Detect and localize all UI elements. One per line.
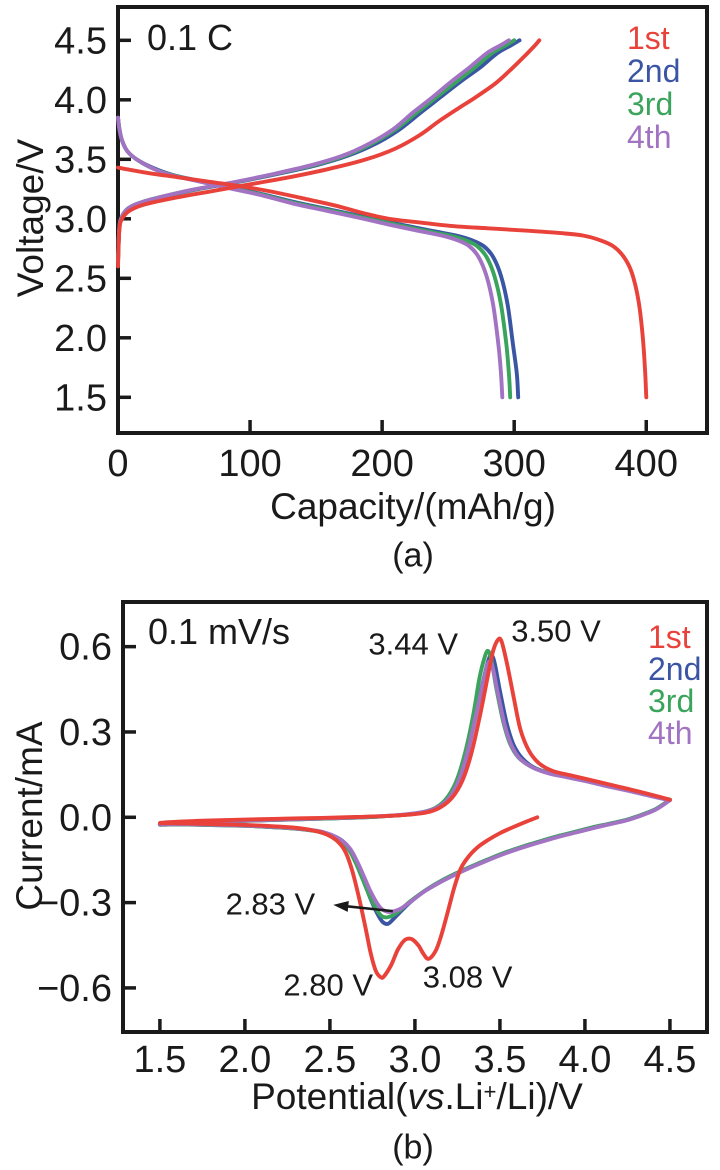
y-axis-label-a: Voltage/V bbox=[10, 138, 51, 298]
x-axis-label-b-pre: Potential( bbox=[251, 1076, 408, 1117]
peak-label: 3.08 V bbox=[423, 960, 513, 995]
series-1st-charge bbox=[116, 38, 542, 269]
legend-item-4th-a: 4th bbox=[627, 119, 672, 155]
x-axis-label-a: Capacity/(mAh/g) bbox=[270, 486, 556, 527]
legend-item-1st-b: 1st bbox=[648, 619, 691, 655]
series-4th-charge bbox=[116, 38, 511, 264]
panel-a-caption: (a) bbox=[392, 536, 434, 575]
panel-b-caption: (b) bbox=[392, 1128, 434, 1167]
legend-item-3rd-b: 3rd bbox=[648, 683, 695, 719]
x-tick-label-b: 3.5 bbox=[474, 1039, 527, 1081]
x-tick-label-b: 1.5 bbox=[133, 1039, 186, 1081]
y-tick-label-a: 2.0 bbox=[54, 318, 107, 360]
series-3rd-discharge bbox=[116, 115, 513, 400]
y-axis-label-b: Current/mA bbox=[9, 721, 50, 911]
x-tick-label-b: 2.0 bbox=[218, 1039, 271, 1081]
legend-item-3rd-a: 3rd bbox=[627, 86, 674, 122]
y-tick-label-a: 4.5 bbox=[54, 20, 107, 62]
x-tick-label-a: 300 bbox=[482, 443, 545, 485]
series-2nd-cycle bbox=[157, 653, 672, 926]
series-1st-cycle bbox=[157, 636, 672, 980]
y-tick-label-b: 0.0 bbox=[59, 797, 112, 839]
x-tick-label-a: 400 bbox=[615, 443, 678, 485]
y-tick-label-a: 3.0 bbox=[54, 199, 107, 241]
legend-item-1st-a: 1st bbox=[627, 20, 670, 56]
legend-item-2nd-a: 2nd bbox=[627, 53, 681, 89]
y-tick-label-a: 4.0 bbox=[54, 80, 107, 122]
x-axis-label-b-post: /Li)/V bbox=[496, 1076, 583, 1117]
x-tick-label-b: 4.0 bbox=[559, 1039, 612, 1081]
y-tick-label-b: −0.3 bbox=[37, 883, 112, 925]
x-tick-label-b: 4.5 bbox=[644, 1039, 697, 1081]
panel-b-annotation: 0.1 mV/s bbox=[148, 611, 291, 652]
legend-item-4th-b: 4th bbox=[648, 715, 693, 751]
y-tick-label-b: 0.3 bbox=[59, 712, 112, 754]
y-tick-label-b: −0.6 bbox=[37, 968, 112, 1010]
x-axis-label-b-li: Li bbox=[454, 1076, 484, 1117]
y-tick-label-a: 1.5 bbox=[54, 377, 107, 419]
x-tick-label-b: 3.0 bbox=[389, 1039, 442, 1081]
annotation-arrow-head bbox=[333, 901, 349, 912]
peak-label: 2.83 V bbox=[226, 887, 316, 922]
x-axis-label-b-vs: vs bbox=[407, 1076, 445, 1117]
y-tick-label-a: 3.5 bbox=[54, 139, 107, 181]
y-tick-label-b: 0.6 bbox=[59, 627, 112, 669]
peak-label: 3.50 V bbox=[511, 614, 601, 649]
plot-border-b bbox=[121, 600, 709, 1034]
legend-panel-b: 1st 2nd 3rd 4th bbox=[648, 621, 701, 749]
series-2nd-discharge bbox=[116, 115, 521, 400]
peak-label: 2.80 V bbox=[283, 968, 373, 1003]
legend-panel-a: 1st 2nd 3rd 4th bbox=[627, 22, 680, 154]
x-axis-label-b-sup: + bbox=[483, 1079, 497, 1105]
series-4th-discharge bbox=[116, 115, 505, 400]
panel-a-annotation: 0.1 C bbox=[147, 17, 234, 58]
y-tick-label-a: 2.5 bbox=[54, 258, 107, 300]
x-tick-label-a: 100 bbox=[218, 443, 281, 485]
x-tick-label-a: 0 bbox=[107, 443, 128, 485]
x-axis-label-b: Potential(vs.Li+/Li)/V bbox=[251, 1076, 583, 1118]
x-axis-label-b-dot: . bbox=[444, 1076, 455, 1117]
x-tick-label-a: 200 bbox=[350, 443, 413, 485]
series-3rd-charge bbox=[116, 38, 517, 264]
peak-label: 3.44 V bbox=[368, 626, 458, 661]
x-tick-label-b: 2.5 bbox=[303, 1039, 356, 1081]
series-1st-discharge bbox=[116, 165, 649, 400]
legend-item-2nd-b: 2nd bbox=[648, 651, 702, 687]
plot-border-a bbox=[116, 5, 709, 435]
series-4th-cycle bbox=[157, 659, 672, 914]
annotation-arrow-line bbox=[342, 904, 393, 913]
